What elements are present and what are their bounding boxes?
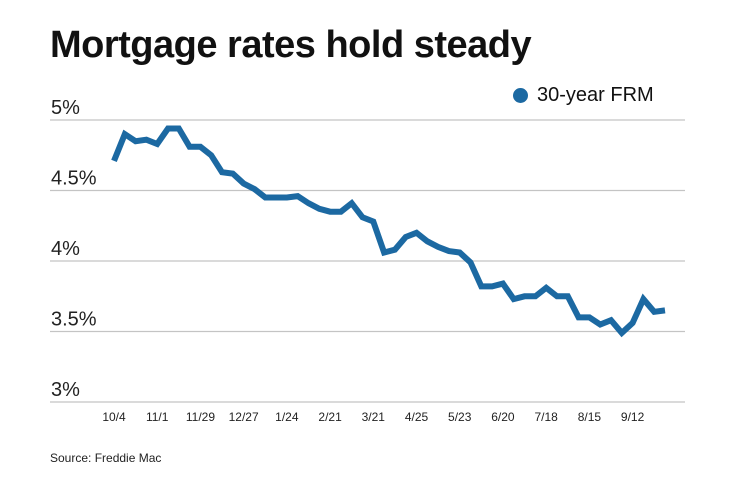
x-tick-label: 3/21 bbox=[362, 410, 386, 424]
x-tick-label: 2/21 bbox=[318, 410, 342, 424]
x-tick-label: 8/15 bbox=[578, 410, 602, 424]
x-tick-label: 4/25 bbox=[405, 410, 429, 424]
series-line-30-year-frm bbox=[111, 125, 666, 338]
x-tick-label: 9/12 bbox=[621, 410, 645, 424]
y-tick-label: 3% bbox=[51, 379, 80, 401]
x-tick-label: 11/1 bbox=[146, 410, 169, 424]
x-tick-label: 12/27 bbox=[229, 410, 259, 424]
chart-title: Mortgage rates hold steady bbox=[50, 24, 532, 66]
x-tick-label: 10/4 bbox=[102, 410, 126, 424]
x-tick-label: 11/29 bbox=[186, 410, 215, 424]
x-tick-label: 1/24 bbox=[275, 410, 299, 424]
y-tick-label: 5% bbox=[51, 97, 80, 119]
y-tick-label: 4% bbox=[51, 238, 80, 260]
x-tick-label: 6/20 bbox=[491, 410, 515, 424]
y-tick-label: 4.5% bbox=[51, 168, 97, 190]
legend: 30-year FRM bbox=[513, 84, 654, 107]
y-tick-label: 3.5% bbox=[51, 309, 97, 331]
legend-label: 30-year FRM bbox=[537, 84, 654, 106]
x-tick-label: 7/18 bbox=[534, 410, 558, 424]
legend-marker bbox=[513, 88, 528, 103]
x-tick-label: 5/23 bbox=[448, 410, 472, 424]
source-note: Source: Freddie Mac bbox=[50, 451, 162, 465]
